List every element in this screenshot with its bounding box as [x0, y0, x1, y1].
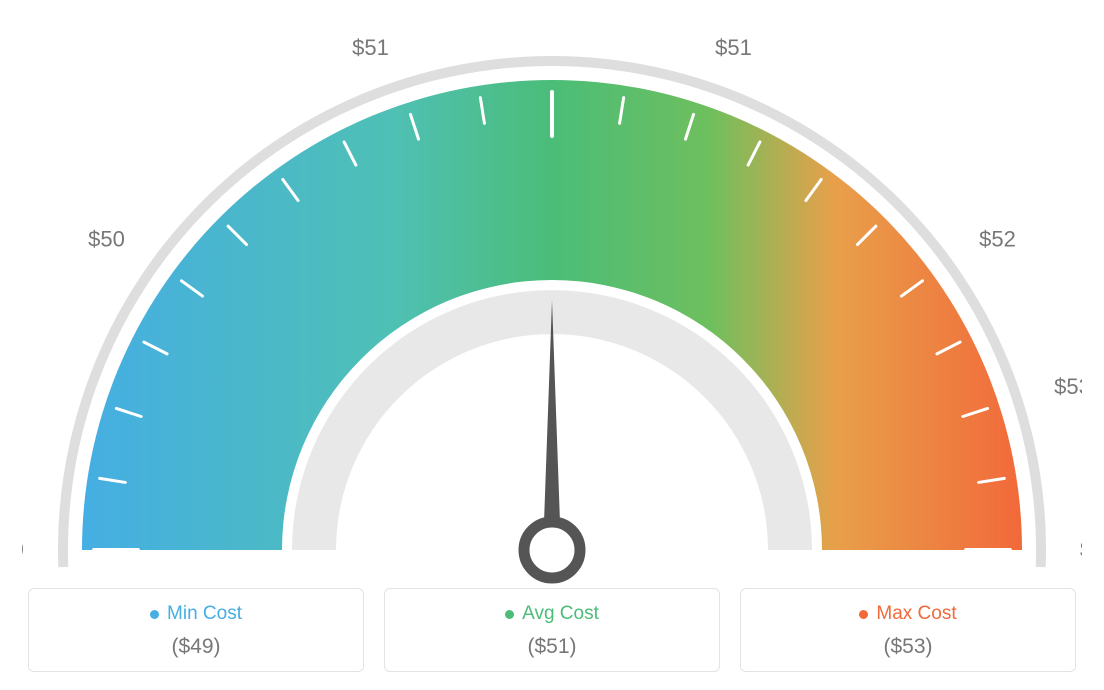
legend-row: Min Cost ($49) Avg Cost ($51) Max Cost (…	[0, 588, 1104, 672]
legend-min-label: Min Cost	[167, 603, 242, 625]
legend-min-title: Min Cost	[150, 603, 242, 625]
legend-max-title: Max Cost	[859, 603, 956, 625]
legend-avg: Avg Cost ($51)	[384, 588, 720, 672]
axis-label: $52	[979, 227, 1016, 252]
legend-max-value: ($53)	[751, 635, 1065, 659]
gauge-svg: $49 $50 $51 $51 $52 $53 $53	[22, 10, 1082, 590]
axis-label: $50	[88, 227, 125, 252]
axis-label: $51	[352, 35, 389, 60]
needle-hub	[524, 522, 580, 578]
legend-avg-value: ($51)	[395, 635, 709, 659]
dot-icon	[859, 610, 868, 619]
gauge-needle	[543, 300, 561, 550]
legend-min: Min Cost ($49)	[28, 588, 364, 672]
cost-gauge: $49 $50 $51 $51 $52 $53 $53	[22, 10, 1082, 590]
axis-label: $53	[1054, 374, 1082, 399]
legend-max-label: Max Cost	[876, 603, 956, 625]
legend-min-value: ($49)	[39, 635, 353, 659]
axis-label: $49	[22, 537, 24, 562]
axis-label: $51	[715, 35, 752, 60]
legend-avg-title: Avg Cost	[505, 603, 599, 625]
legend-avg-label: Avg Cost	[522, 603, 599, 625]
dot-icon	[150, 610, 159, 619]
dot-icon	[505, 610, 514, 619]
axis-label: $53	[1080, 537, 1082, 562]
legend-max: Max Cost ($53)	[740, 588, 1076, 672]
